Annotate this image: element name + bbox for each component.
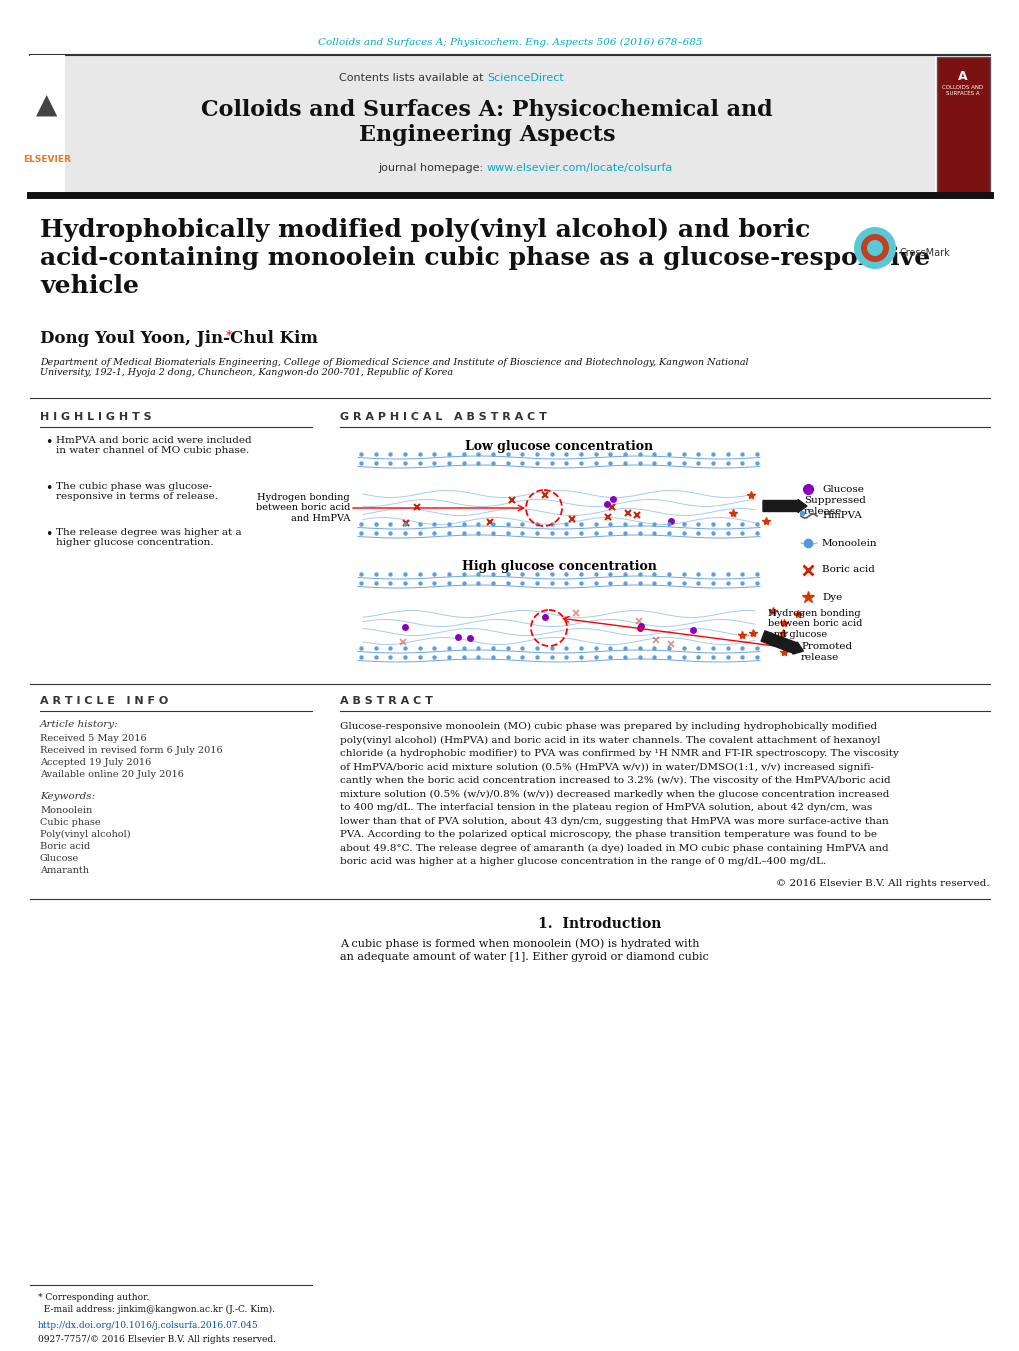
Text: •: • (45, 436, 52, 449)
Text: The cubic phase was glucose-
responsive in terms of release.: The cubic phase was glucose- responsive … (56, 482, 218, 501)
Text: Colloids and Surfaces A: Physicochemical and
Engineering Aspects: Colloids and Surfaces A: Physicochemical… (201, 99, 772, 146)
Text: Article history:: Article history: (40, 720, 118, 730)
Text: H I G H L I G H T S: H I G H L I G H T S (40, 412, 152, 422)
Text: •: • (45, 482, 52, 494)
Text: mixture solution (0.5% (w/v)/0.8% (w/v)) decreased markedly when the glucose con: mixture solution (0.5% (w/v)/0.8% (w/v))… (339, 789, 889, 798)
Text: boric acid was higher at a higher glucose concentration in the range of 0 mg/dL–: boric acid was higher at a higher glucos… (339, 857, 825, 866)
Text: Glucose-responsive monoolein (MO) cubic phase was prepared by including hydropho: Glucose-responsive monoolein (MO) cubic … (339, 721, 876, 731)
Text: Monoolein: Monoolein (40, 807, 92, 815)
Text: High glucose concentration: High glucose concentration (462, 561, 656, 573)
FancyArrow shape (760, 631, 803, 654)
Text: http://dx.doi.org/10.1016/j.colsurfa.2016.07.045: http://dx.doi.org/10.1016/j.colsurfa.201… (38, 1321, 259, 1329)
Text: 0927-7757/© 2016 Elsevier B.V. All rights reserved.: 0927-7757/© 2016 Elsevier B.V. All right… (38, 1335, 276, 1344)
Text: ▲: ▲ (37, 91, 58, 119)
Text: HmPVA and boric acid were included
in water channel of MO cubic phase.: HmPVA and boric acid were included in wa… (56, 436, 252, 455)
Circle shape (853, 227, 895, 269)
Circle shape (866, 240, 882, 255)
Text: Colloids and Surfaces A; Physicochem. Eng. Aspects 506 (2016) 678–685: Colloids and Surfaces A; Physicochem. En… (318, 38, 701, 47)
Text: Boric acid: Boric acid (821, 566, 874, 574)
Text: * Corresponding author.: * Corresponding author. (38, 1293, 149, 1302)
Text: ScienceDirect: ScienceDirect (486, 73, 564, 82)
Text: cantly when the boric acid concentration increased to 3.2% (w/v). The viscosity : cantly when the boric acid concentration… (339, 775, 890, 785)
Text: of HmPVA/boric acid mixture solution (0.5% (HmPVA w/v)) in water/DMSO(1:1, v/v) : of HmPVA/boric acid mixture solution (0.… (339, 762, 873, 771)
Text: Dye: Dye (821, 593, 842, 601)
Text: chloride (a hydrophobic modifier) to PVA was confirmed by ¹H NMR and FT-IR spect: chloride (a hydrophobic modifier) to PVA… (339, 748, 898, 758)
Text: A: A (957, 70, 967, 82)
Text: A R T I C L E   I N F O: A R T I C L E I N F O (40, 696, 168, 707)
Text: www.elsevier.com/locate/colsurfa: www.elsevier.com/locate/colsurfa (486, 163, 673, 173)
Text: an adequate amount of water [1]. Either gyroid or diamond cubic: an adequate amount of water [1]. Either … (339, 952, 708, 962)
Text: COLLOIDS AND
SURFACES A: COLLOIDS AND SURFACES A (942, 85, 982, 96)
Text: Department of Medical Biomaterials Engineering, College of Biomedical Science an: Department of Medical Biomaterials Engin… (40, 358, 748, 377)
Text: Cubic phase: Cubic phase (40, 817, 101, 827)
FancyArrow shape (762, 500, 806, 512)
Text: ELSEVIER: ELSEVIER (23, 155, 71, 165)
Text: about 49.8°C. The release degree of amaranth (a dye) loaded in MO cubic phase co: about 49.8°C. The release degree of amar… (339, 843, 888, 852)
Text: 1.  Introduction: 1. Introduction (538, 916, 661, 931)
Text: PVA. According to the polarized optical microscopy, the phase transition tempera: PVA. According to the polarized optical … (339, 830, 876, 839)
Text: Monoolein: Monoolein (821, 539, 876, 547)
Text: CrossMark: CrossMark (899, 249, 950, 258)
Text: Promoted
release: Promoted release (800, 642, 851, 662)
Text: E-mail address: jinkim@kangwon.ac.kr (J.-C. Kim).: E-mail address: jinkim@kangwon.ac.kr (J.… (38, 1305, 275, 1315)
Text: Dong Youl Yoon, Jin-Chul Kim: Dong Youl Yoon, Jin-Chul Kim (40, 330, 318, 347)
Text: Low glucose concentration: Low glucose concentration (465, 440, 652, 453)
Text: © 2016 Elsevier B.V. All rights reserved.: © 2016 Elsevier B.V. All rights reserved… (775, 878, 989, 888)
Text: Received in revised form 6 July 2016: Received in revised form 6 July 2016 (40, 746, 222, 755)
Text: poly(vinyl alcohol) (HmPVA) and boric acid in its water channels. The covalent a: poly(vinyl alcohol) (HmPVA) and boric ac… (339, 735, 879, 744)
Text: Hydrogen bonding
between boric acid
and HmPVA: Hydrogen bonding between boric acid and … (256, 493, 350, 523)
Text: journal homepage:: journal homepage: (378, 163, 486, 173)
Text: A cubic phase is formed when monoolein (MO) is hydrated with: A cubic phase is formed when monoolein (… (339, 939, 699, 948)
Text: Keywords:: Keywords: (40, 792, 95, 801)
Text: A B S T R A C T: A B S T R A C T (339, 696, 432, 707)
Text: to 400 mg/dL. The interfacial tension in the plateau region of HmPVA solution, a: to 400 mg/dL. The interfacial tension in… (339, 802, 871, 812)
Text: lower than that of PVA solution, about 43 dyn/cm, suggesting that HmPVA was more: lower than that of PVA solution, about 4… (339, 816, 888, 825)
Text: Contents lists available at: Contents lists available at (338, 73, 486, 82)
Text: G R A P H I C A L   A B S T R A C T: G R A P H I C A L A B S T R A C T (339, 412, 546, 422)
Text: Hydrogen bonding
between boric acid
and glucose: Hydrogen bonding between boric acid and … (767, 609, 861, 639)
Bar (30, 55, 65, 195)
Text: Accepted 19 July 2016: Accepted 19 July 2016 (40, 758, 151, 767)
Text: Boric acid: Boric acid (40, 842, 90, 851)
Text: •: • (45, 528, 52, 540)
Text: Poly(vinyl alcohol): Poly(vinyl alcohol) (40, 830, 130, 839)
Bar (936, 57, 989, 193)
Text: Amaranth: Amaranth (40, 866, 89, 875)
Bar (65, 55, 934, 195)
Text: Glucose: Glucose (821, 485, 863, 493)
Circle shape (860, 234, 889, 262)
Text: The release degree was higher at a
higher glucose concentration.: The release degree was higher at a highe… (56, 528, 242, 547)
Text: Suppressed
release: Suppressed release (803, 496, 865, 516)
Text: Glucose: Glucose (40, 854, 79, 863)
Text: HmPVA: HmPVA (821, 512, 861, 520)
Text: Available online 20 July 2016: Available online 20 July 2016 (40, 770, 183, 780)
Text: Hydrophobically modified poly(vinyl alcohol) and boric
acid-containing monoolein: Hydrophobically modified poly(vinyl alco… (40, 218, 929, 297)
Text: *: * (226, 330, 232, 343)
Text: Received 5 May 2016: Received 5 May 2016 (40, 734, 147, 743)
